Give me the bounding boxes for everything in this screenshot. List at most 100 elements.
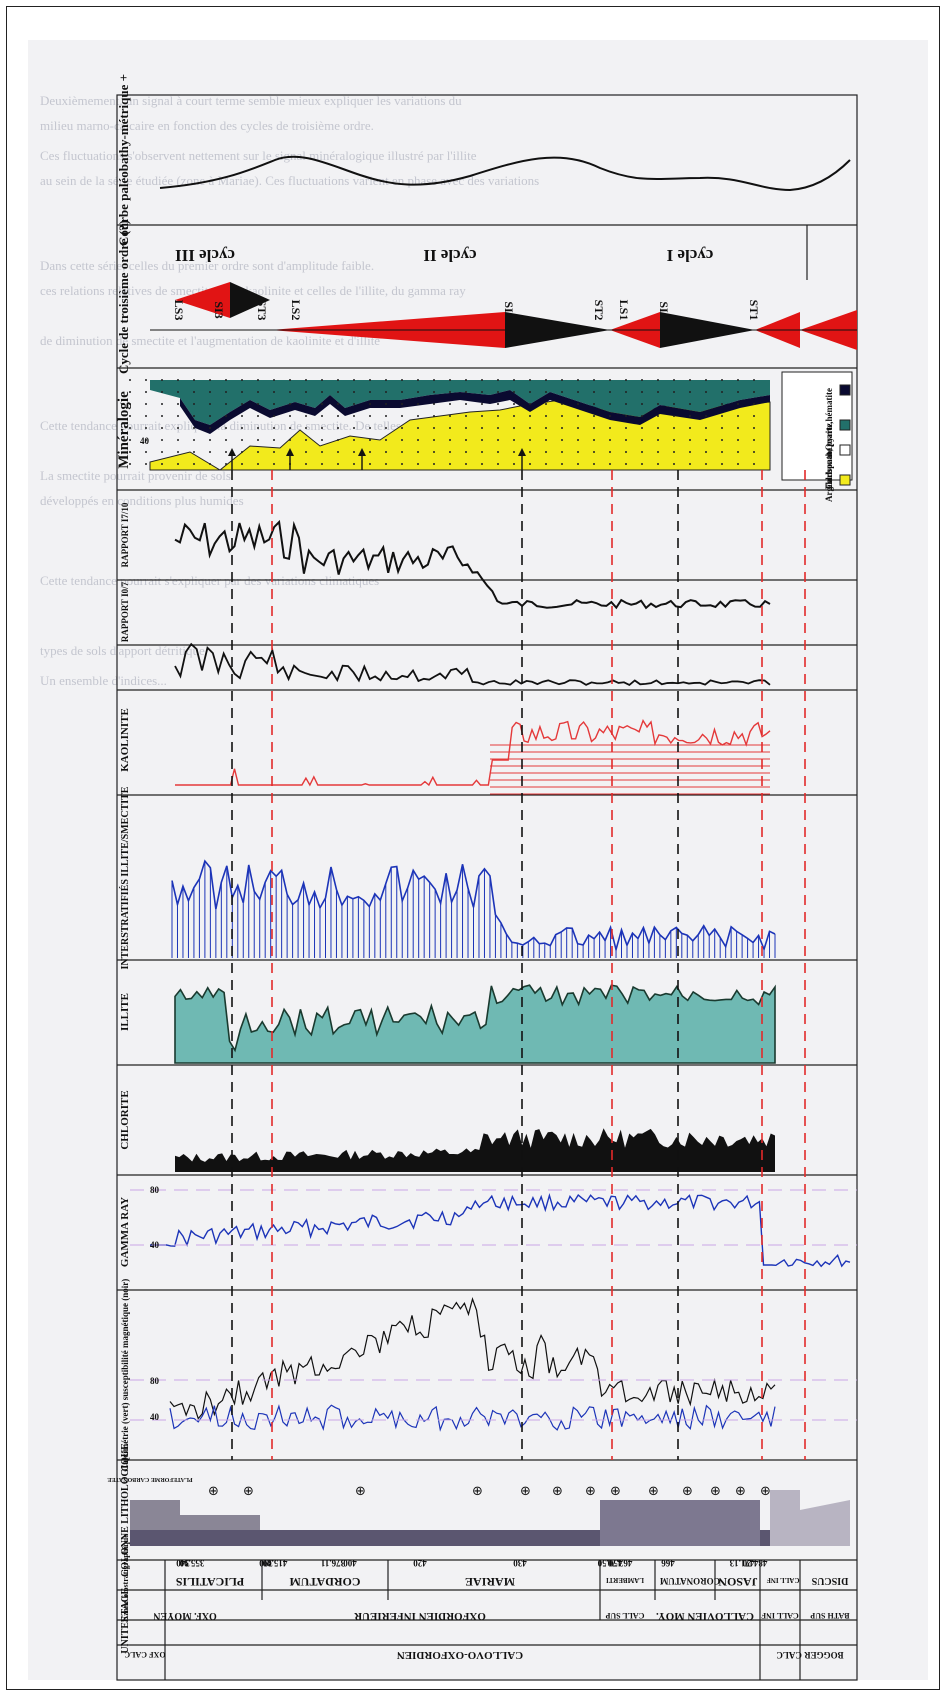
carbonate-dot [737, 379, 739, 381]
carbonate-dot [321, 451, 323, 453]
ammonite-icon: ⊕ [520, 1484, 531, 1499]
carbonate-dot [465, 427, 467, 429]
carbonate-dot [417, 379, 419, 381]
carbonate-dot [561, 451, 563, 453]
carbonate-dot [449, 439, 451, 441]
etage-label: BATH SUP [810, 1611, 849, 1620]
carbonate-dot [721, 415, 723, 417]
arrow-head [358, 448, 366, 456]
carbonate-dot [673, 451, 675, 453]
carbonate-dot [737, 463, 739, 465]
carbonate-dot [721, 379, 723, 381]
carbonate-dot [449, 379, 451, 381]
carbonate-dot [641, 391, 643, 393]
carbonate-dot [705, 463, 707, 465]
carbonate-dot [449, 463, 451, 465]
carbonate-dot [241, 379, 243, 381]
carbonate-dot [449, 451, 451, 453]
depth-label: 390 [259, 1558, 273, 1568]
depth-label: 420 [413, 1558, 427, 1568]
carbonate-dot [625, 391, 627, 393]
carbonate-dot [385, 439, 387, 441]
carbonate-dot [225, 391, 227, 393]
carbonate-dot [161, 451, 163, 453]
carbonate-dot [609, 463, 611, 465]
carbonate-dot [689, 427, 691, 429]
sequence-label: SI1 [657, 301, 671, 318]
arrow-head [518, 448, 526, 456]
carbonate-dot [161, 403, 163, 405]
carbonate-dot [177, 451, 179, 453]
carbonate-dot [721, 439, 723, 441]
ammonite-icon: ⊕ [208, 1484, 219, 1499]
carbonate-dot [401, 379, 403, 381]
carbonate-dot [289, 439, 291, 441]
carbonate-dot [337, 391, 339, 393]
carbonate-dot [593, 439, 595, 441]
carbonate-dot [561, 391, 563, 393]
carbonate-dot [657, 439, 659, 441]
carbonate-dot [129, 379, 131, 381]
carbonate-dot [513, 463, 515, 465]
kaolinite-curve [175, 718, 771, 787]
carbonate-dot [497, 463, 499, 465]
carbonate-dot [513, 427, 515, 429]
carbonate-dot [625, 439, 627, 441]
carbonate-dot [129, 427, 131, 429]
ammonite-icon: ⊕ [760, 1484, 771, 1499]
carbonate-dot [193, 463, 195, 465]
sequence-label: ST3 [255, 300, 269, 321]
carbonate-dot [289, 391, 291, 393]
background-text-line: développés en conditions plus humides [40, 493, 244, 508]
mineral-legend [781, 371, 853, 486]
zone-label: MARIAE [465, 1575, 515, 1589]
ammonite-icon: ⊕ [585, 1484, 596, 1499]
row-label-ratio-i17: RAPPORT I7/10 [120, 502, 130, 567]
ratio-i107-curve [174, 642, 771, 687]
carbonate-dot [209, 427, 211, 429]
carbonate-dot [625, 463, 627, 465]
carbonate-dot [753, 415, 755, 417]
carbonate-dot [337, 415, 339, 417]
carbonate-dot [753, 391, 755, 393]
legend-label: Quartz [824, 423, 834, 451]
carbonate-dot [321, 427, 323, 429]
row-label-zone: zone biostratigraphique [121, 1534, 130, 1616]
carbonate-dot [129, 463, 131, 465]
carbonate-dot [689, 379, 691, 381]
carbonate-dot [145, 463, 147, 465]
legend-label: Carbonate [824, 448, 834, 489]
etage-label: CALL INF [761, 1611, 799, 1620]
sequence-label: LS1 [617, 300, 631, 321]
carbonate-dot [353, 427, 355, 429]
carbonate-dot [545, 451, 547, 453]
carbonate-dot [385, 427, 387, 429]
carbonate-dot [545, 415, 547, 417]
carbonate-dot [641, 463, 643, 465]
carbonate-dot [177, 427, 179, 429]
carbonate-dot [577, 463, 579, 465]
unit-label: CALLOVO-OXFORDIEN [397, 1649, 523, 1661]
carbonate-dot [689, 403, 691, 405]
carbonate-dot [577, 379, 579, 381]
carbonate-dot [753, 439, 755, 441]
carbonate-dot [257, 403, 259, 405]
carbonate-dot [673, 391, 675, 393]
sequence-label: LS3 [172, 300, 186, 321]
background-text-line: de diminution de smectite et l'augmentat… [40, 333, 380, 348]
carbonate-dot [481, 451, 483, 453]
carbonate-dot [657, 451, 659, 453]
carbonate-dot [689, 439, 691, 441]
carbonate-dot [257, 379, 259, 381]
depth-label: 430 [513, 1558, 527, 1568]
carbonate-dot [273, 415, 275, 417]
carbonate-dot [401, 391, 403, 393]
carbonate-dot [225, 403, 227, 405]
correlation-lines [228, 448, 806, 1460]
carbonate-dot [193, 427, 195, 429]
carbonate-dot [257, 391, 259, 393]
carbonate-dot [561, 427, 563, 429]
zone-label: LAMBERTI [606, 1576, 644, 1584]
carbonate-dot [465, 451, 467, 453]
carbonate-dot [593, 415, 595, 417]
